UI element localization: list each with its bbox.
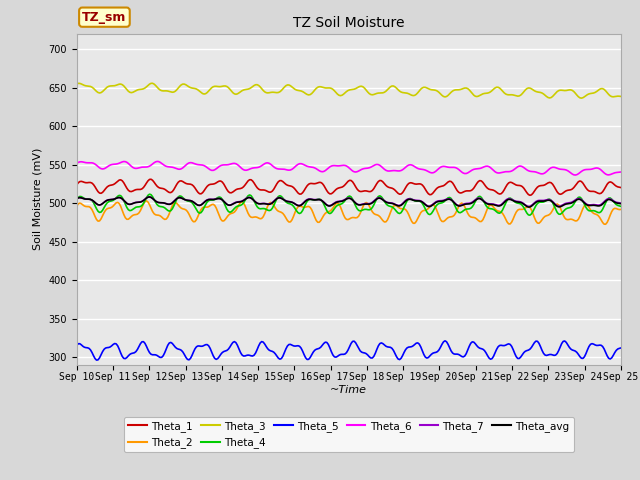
Theta_6 (572, 172, 579, 178)
Theta_2 (255, 215, 262, 221)
Theta_avg (73, 196, 81, 202)
Theta_4 (255, 205, 262, 211)
Legend: Theta_1, Theta_2, Theta_3, Theta_4, Theta_5, Theta_6, Theta_7, Theta_avg: Theta_1, Theta_2, Theta_3, Theta_4, Thet… (124, 417, 573, 452)
Theta_2 (312, 217, 320, 223)
Line: Theta_5: Theta_5 (77, 341, 621, 360)
Theta_7 (255, 201, 262, 206)
Theta_3 (237, 89, 244, 95)
Line: Theta_2: Theta_2 (77, 201, 621, 224)
Theta_1 (526, 192, 534, 198)
Theta_2 (237, 200, 244, 205)
Theta_avg (264, 201, 271, 207)
Title: TZ Soil Moisture: TZ Soil Moisture (293, 16, 404, 30)
Theta_5 (93, 357, 100, 363)
Theta_3 (617, 94, 625, 99)
Theta_3 (577, 95, 585, 101)
Theta_6 (255, 164, 262, 170)
Theta_5 (255, 343, 262, 349)
Theta_3 (73, 81, 81, 87)
Theta_6 (589, 166, 597, 171)
Theta_3 (148, 81, 156, 86)
Theta_avg (255, 201, 262, 207)
Theta_5 (141, 340, 149, 346)
Theta_3 (255, 83, 262, 88)
Theta_2 (264, 203, 271, 209)
Line: Theta_avg: Theta_avg (77, 197, 621, 207)
Theta_4 (526, 212, 534, 218)
Theta_6 (264, 160, 271, 166)
Theta_4 (589, 208, 597, 214)
Line: Theta_3: Theta_3 (77, 84, 621, 98)
Theta_avg (146, 194, 154, 200)
Theta_1 (589, 189, 597, 194)
Theta_5 (264, 346, 271, 352)
Theta_1 (237, 186, 244, 192)
Theta_1 (264, 189, 271, 194)
Theta_6 (312, 166, 320, 171)
Theta_5 (312, 347, 320, 352)
Theta_2 (143, 198, 150, 204)
Theta_2 (602, 221, 609, 227)
Theta_7 (617, 200, 625, 206)
Theta_7 (73, 196, 81, 202)
Theta_1 (617, 185, 625, 191)
Theta_avg (617, 201, 625, 206)
Theta_2 (588, 209, 596, 215)
Theta_4 (73, 197, 81, 203)
Theta_6 (237, 165, 244, 170)
Theta_1 (147, 176, 155, 182)
Theta_1 (255, 186, 262, 192)
Theta_5 (589, 341, 597, 347)
Y-axis label: Soil Moisture (mV): Soil Moisture (mV) (33, 148, 43, 251)
Theta_avg (140, 198, 147, 204)
Theta_3 (589, 90, 597, 96)
Theta_1 (140, 185, 147, 191)
Theta_1 (312, 180, 320, 186)
Theta_7 (140, 197, 147, 203)
Theta_4 (312, 197, 320, 203)
Line: Theta_7: Theta_7 (77, 197, 621, 206)
Theta_3 (264, 90, 271, 96)
Theta_7 (312, 197, 320, 203)
Line: Theta_1: Theta_1 (77, 179, 621, 195)
Theta_avg (525, 204, 532, 210)
Theta_7 (589, 202, 597, 207)
Theta_3 (312, 85, 320, 91)
Line: Theta_4: Theta_4 (77, 194, 621, 215)
Theta_4 (140, 201, 147, 206)
Theta_7 (146, 194, 154, 200)
Text: TZ_sm: TZ_sm (82, 11, 127, 24)
Theta_6 (617, 169, 625, 175)
Theta_4 (264, 207, 271, 213)
Theta_4 (237, 203, 244, 208)
Theta_3 (140, 86, 147, 92)
Theta_1 (73, 182, 81, 188)
Theta_5 (237, 349, 244, 355)
Theta_6 (153, 158, 161, 164)
Theta_6 (73, 160, 81, 166)
Theta_7 (264, 201, 271, 207)
Theta_avg (589, 203, 597, 208)
X-axis label: ~Time: ~Time (330, 385, 367, 395)
Theta_6 (140, 164, 147, 170)
Theta_2 (73, 203, 81, 209)
Theta_4 (146, 192, 154, 197)
Theta_2 (617, 206, 625, 212)
Line: Theta_6: Theta_6 (77, 161, 621, 175)
Theta_7 (525, 204, 532, 209)
Theta_5 (73, 342, 81, 348)
Theta_7 (237, 199, 244, 204)
Theta_2 (140, 201, 147, 207)
Theta_5 (441, 338, 449, 344)
Theta_4 (617, 204, 625, 209)
Theta_5 (617, 345, 625, 351)
Theta_avg (312, 197, 320, 203)
Theta_avg (237, 199, 244, 204)
